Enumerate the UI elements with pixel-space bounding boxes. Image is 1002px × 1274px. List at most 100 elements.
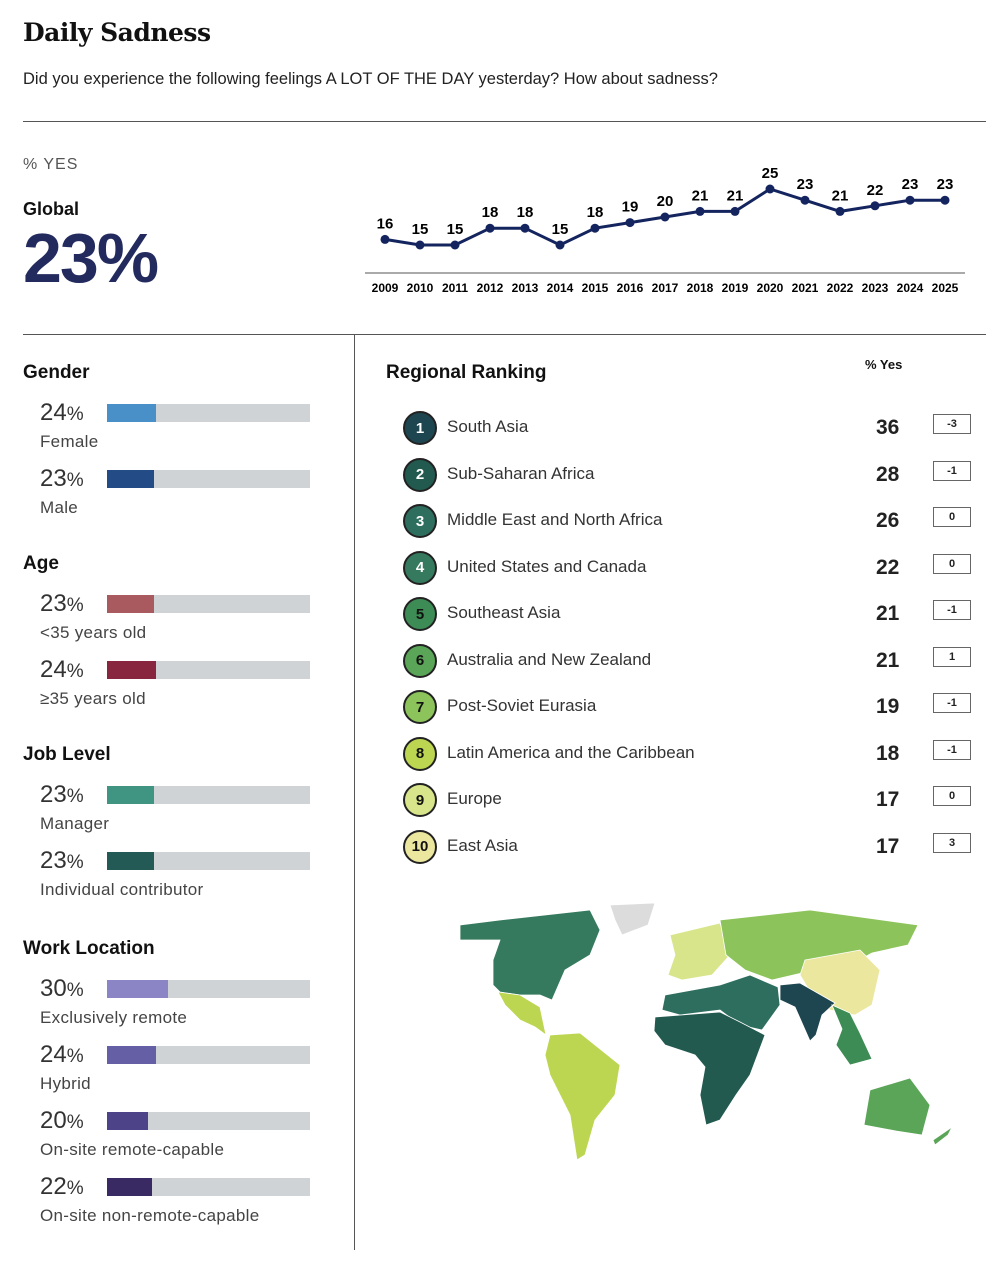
stat-label: ≥35 years old	[40, 689, 146, 708]
map-region-south-asia	[779, 982, 836, 1042]
rank-badge: 1	[403, 411, 437, 445]
stat-label: On-site non-remote-capable	[40, 1206, 260, 1225]
data-point	[555, 240, 565, 250]
x-tick-label: 2014	[547, 281, 574, 295]
region-name: East Asia	[447, 835, 518, 855]
data-label: 19	[622, 199, 639, 216]
stat-label: On-site remote-capable	[40, 1140, 225, 1159]
ranking-row: 5 Southeast Asia 21 -1	[403, 597, 973, 631]
x-tick-label: 2010	[407, 281, 434, 295]
stat-value: 30%	[40, 975, 84, 1002]
map-region-latin-america	[544, 1032, 621, 1161]
rank-change: -3	[933, 414, 971, 434]
region-value: 36	[876, 416, 900, 439]
rank-change: -1	[933, 600, 971, 620]
data-label: 18	[517, 204, 534, 221]
page-title: Daily Sadness	[23, 18, 211, 47]
map-region-latin-america	[497, 991, 547, 1036]
x-tick-label: 2019	[722, 281, 749, 295]
stat-bar-fill	[107, 786, 154, 804]
data-label: 23	[937, 176, 954, 193]
rank-change: 3	[933, 832, 971, 853]
stat-value: 22%	[40, 1173, 84, 1200]
stat-bar-fill	[107, 1046, 156, 1064]
data-label: 18	[587, 204, 604, 221]
stat-value: 23%	[40, 847, 84, 874]
data-label: 21	[692, 187, 709, 204]
data-point	[415, 240, 425, 250]
rank-change: -1	[933, 693, 971, 713]
stat-bar-fill	[107, 595, 154, 613]
data-point	[905, 195, 915, 205]
global-label: Global	[23, 199, 80, 219]
stat-bar	[107, 1112, 310, 1130]
ranking-row: 2 Sub-Saharan Africa 28 -1	[403, 457, 973, 492]
x-tick-label: 2023	[862, 281, 889, 295]
ranking-title: Regional Ranking	[386, 362, 547, 383]
rank-change: 0	[933, 507, 971, 527]
region-value: 21	[876, 602, 900, 625]
map-region-southeast-asia	[831, 1004, 873, 1066]
stat-bar-fill	[107, 404, 156, 422]
region-name: South Asia	[447, 417, 529, 436]
stat-bar	[107, 980, 310, 998]
map-region-greenland	[609, 902, 656, 936]
x-tick-label: 2025	[932, 281, 959, 295]
region-value: 28	[876, 462, 900, 486]
region-value: 17	[876, 834, 900, 858]
stat-bar	[107, 786, 310, 804]
stat-label: Manager	[40, 814, 110, 833]
column-divider	[354, 335, 355, 1250]
data-label: 15	[447, 221, 464, 238]
map-region-europe	[667, 922, 731, 981]
stat-label: Hybrid	[40, 1074, 91, 1093]
rank-change: 1	[933, 646, 971, 667]
region-name: Post-Soviet Eurasia	[447, 696, 597, 715]
stat-value: 23%	[40, 781, 84, 808]
stat-bar-fill	[107, 1112, 148, 1130]
x-tick-label: 2024	[897, 281, 924, 295]
stat-label: Individual contributor	[40, 880, 204, 899]
stat-bar-fill	[107, 852, 154, 870]
x-tick-label: 2020	[757, 281, 784, 295]
stat-bar-fill	[107, 980, 168, 998]
ranking-row: 10 East Asia 17 3	[403, 829, 973, 864]
region-value: 18	[876, 741, 900, 765]
ranking-row: 8 Latin America and the Caribbean 18 -1	[403, 736, 973, 771]
data-point	[730, 206, 740, 216]
x-tick-label: 2017	[652, 281, 679, 295]
ranking-row: 4 United States and Canada 22 0	[403, 550, 973, 585]
rank-badge: 5	[403, 597, 437, 631]
section-title: Gender	[23, 362, 90, 383]
rank-change: 0	[933, 553, 971, 574]
data-point	[835, 206, 845, 216]
stat-bar-fill	[107, 470, 154, 488]
region-value: 17	[876, 788, 900, 811]
x-tick-label: 2016	[617, 281, 644, 295]
data-point	[765, 184, 775, 194]
data-label: 21	[832, 187, 849, 204]
data-label: 25	[762, 165, 779, 182]
section-title: Age	[23, 553, 59, 574]
stat-value: 24%	[40, 656, 84, 683]
ranking-row: 1 South Asia 36 -3	[403, 411, 973, 445]
stat-bar	[107, 595, 310, 613]
x-tick-label: 2012	[477, 281, 504, 295]
rank-badge: 2	[403, 457, 437, 492]
region-value: 21	[876, 648, 900, 672]
rank-badge: 9	[403, 783, 437, 817]
region-name: Southeast Asia	[447, 603, 561, 622]
map-region-australia-nz	[863, 1077, 931, 1136]
global-value: 23%	[23, 219, 159, 297]
rank-badge: 8	[403, 736, 437, 771]
region-name: Europe	[447, 789, 502, 808]
stat-bar	[107, 852, 310, 870]
stat-bar	[107, 404, 310, 422]
world-map	[459, 902, 954, 1161]
stat-value: 20%	[40, 1107, 84, 1134]
data-label: 15	[552, 221, 569, 238]
data-point	[590, 223, 600, 233]
region-name: United States and Canada	[447, 556, 647, 576]
ranking-row: 9 Europe 17 0	[403, 783, 973, 817]
